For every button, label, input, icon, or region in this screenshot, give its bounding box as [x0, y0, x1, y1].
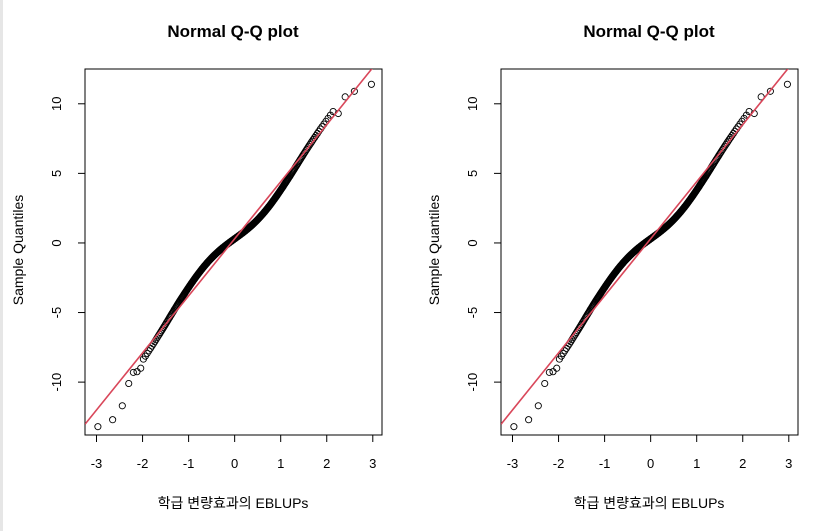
- qq-point: [510, 423, 518, 431]
- x-tick-label: -1: [183, 456, 195, 471]
- x-tick-label: 1: [693, 456, 700, 471]
- y-tick-label: -10: [465, 373, 480, 392]
- qq-point: [125, 379, 133, 388]
- qq-point: [541, 379, 549, 388]
- qq-point: [783, 80, 791, 88]
- x-tick-label: 2: [323, 456, 330, 471]
- reference-line: [501, 69, 789, 425]
- qq-point: [129, 368, 137, 376]
- x-tick-label: -3: [507, 456, 519, 471]
- x-axis-label: 학급 변량효과의 EBLUPs: [158, 495, 309, 511]
- y-axis-label: Sample Quantiles: [426, 195, 442, 306]
- y-tick-label: 0: [465, 239, 480, 246]
- qq-point: [766, 87, 774, 95]
- qq-point: [549, 368, 557, 376]
- qq-point: [133, 368, 141, 376]
- chart-title: Normal Q-Q plot: [583, 22, 715, 41]
- x-tick-label: -2: [137, 456, 149, 471]
- y-tick-label: -5: [465, 307, 480, 319]
- x-tick-label: -2: [553, 456, 565, 471]
- chart-title: Normal Q-Q plot: [167, 22, 299, 41]
- qq-point: [367, 80, 375, 88]
- qq-point: [553, 364, 561, 372]
- qq-point: [94, 423, 102, 431]
- qq-points: [510, 80, 791, 431]
- y-tick-label: 5: [49, 170, 64, 177]
- x-axis-label: 학급 변량효과의 EBLUPs: [574, 495, 725, 511]
- y-tick-label: 10: [465, 97, 480, 111]
- qq-point: [137, 364, 145, 372]
- qq-point: [534, 402, 542, 410]
- y-tick-label: -5: [49, 307, 64, 319]
- x-tick-label: 0: [231, 456, 238, 471]
- y-tick-label: 0: [49, 239, 64, 246]
- window-edge: [0, 0, 3, 531]
- x-tick-label: -1: [599, 456, 611, 471]
- qq-point: [350, 87, 358, 95]
- y-axis-label: Sample Quantiles: [10, 195, 26, 306]
- qq-point: [525, 416, 533, 424]
- qq-points: [94, 80, 375, 431]
- qq-point: [308, 137, 316, 145]
- qq-point: [545, 368, 553, 376]
- y-tick-label: 5: [465, 170, 480, 177]
- x-tick-label: 0: [647, 456, 654, 471]
- qq-plot-left: Normal Q-Q plot 학급 변량효과의 EBLUPs Sample Q…: [10, 22, 383, 511]
- x-tick-label: 3: [785, 456, 792, 471]
- qq-point: [118, 402, 126, 410]
- qq-point: [723, 139, 731, 147]
- qq-plot-right: Normal Q-Q plot 학급 변량효과의 EBLUPs Sample Q…: [426, 22, 799, 511]
- qq-point: [307, 139, 315, 147]
- qq-point: [109, 416, 117, 424]
- qq-point: [724, 137, 732, 145]
- x-tick-label: 3: [369, 456, 376, 471]
- x-tick-label: 2: [739, 456, 746, 471]
- x-tick-label: -3: [91, 456, 103, 471]
- plot-frame: [84, 68, 383, 436]
- reference-line: [85, 69, 373, 425]
- x-tick-label: 1: [277, 456, 284, 471]
- y-tick-label: -10: [49, 373, 64, 392]
- plot-frame: [500, 68, 799, 436]
- y-tick-label: 10: [49, 97, 64, 111]
